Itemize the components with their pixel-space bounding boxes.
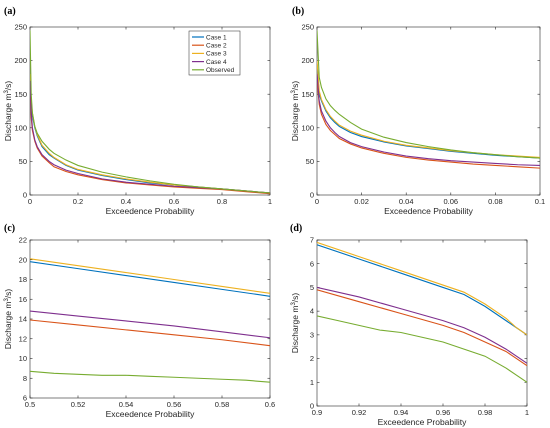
series-line-observed xyxy=(30,30,270,194)
x-axis-label: Exceedence Probability xyxy=(106,409,196,419)
chart-panel-2: (b) 0 0.02 0.04 0.06 0.08 0.1 0 50 100 150 200 250 Ex… xyxy=(290,6,545,216)
x-tick-label: 0.9 xyxy=(312,408,322,417)
x-tick-label: 0.58 xyxy=(215,400,230,409)
y-tick-label: 8 xyxy=(23,374,27,383)
x-tick-label: 0 xyxy=(28,197,32,206)
y-tick-label: 14 xyxy=(19,315,27,324)
series-line-case-4 xyxy=(317,286,527,364)
y-tick-label: 100 xyxy=(14,123,27,132)
y-tick-label: 50 xyxy=(306,157,314,166)
y-tick-label: 10 xyxy=(19,354,27,363)
y-tick-label: 150 xyxy=(301,90,314,99)
legend-item: Observed xyxy=(206,67,235,74)
plot-frame xyxy=(316,26,541,196)
y-tick-label: 200 xyxy=(301,56,314,65)
legend-item: Case 1 xyxy=(206,34,227,41)
plot-frame xyxy=(316,239,528,407)
chart-panel-4: (d) 0.9 0.92 0.94 0.96 0.98 1 0 1 2 3 4 5 6 7 Exceedenc… xyxy=(290,223,529,427)
x-tick-label: 0.04 xyxy=(399,197,414,206)
x-tick-label: 0.06 xyxy=(443,197,458,206)
y-tick-label: 100 xyxy=(301,123,314,132)
chart-panel-1: (a) 0 0.2 0.4 0.6 0.8 1 0 50 100 150 200 250 Exceeden… xyxy=(3,6,272,216)
y-tick-label: 3 xyxy=(310,330,314,339)
series-line-case-4 xyxy=(317,73,540,166)
legend-item: Case 2 xyxy=(206,43,227,50)
x-tick-label: 0.54 xyxy=(119,400,134,409)
y-tick-label: 50 xyxy=(19,157,27,166)
y-tick-label: 0 xyxy=(310,191,314,200)
y-tick-label: 4 xyxy=(310,307,314,316)
x-tick-label: 1 xyxy=(268,197,272,206)
panel-label: (a) xyxy=(4,6,16,17)
series-line-case-2 xyxy=(30,84,270,195)
series-line-case-1 xyxy=(30,77,270,194)
y-tick-label: 250 xyxy=(14,23,27,32)
series-line-case-2 xyxy=(30,319,270,347)
series-line-case-1 xyxy=(30,261,270,297)
series-line-case-3 xyxy=(30,258,270,294)
y-tick-label: 0 xyxy=(310,402,314,411)
series-line-case-3 xyxy=(30,74,270,194)
y-tick-label: 7 xyxy=(310,236,314,245)
panel-label: (b) xyxy=(292,6,304,17)
y-tick-label: 0 xyxy=(23,191,27,200)
x-tick-label: 0.6 xyxy=(265,400,275,409)
y-tick-label: 1 xyxy=(310,378,314,387)
y-tick-label: 18 xyxy=(19,275,27,284)
y-tick-label: 6 xyxy=(23,394,27,403)
y-tick-label: 20 xyxy=(19,255,27,264)
x-tick-label: 1 xyxy=(525,408,529,417)
series-line-observed xyxy=(317,315,527,383)
x-tick-label: 0.52 xyxy=(71,400,86,409)
series-line-observed xyxy=(30,370,270,383)
x-tick-label: 0.02 xyxy=(354,197,369,206)
x-tick-label: 0.94 xyxy=(394,408,409,417)
panel-label: (d) xyxy=(290,223,302,234)
x-tick-label: 0.4 xyxy=(121,197,131,206)
y-tick-label: 6 xyxy=(310,259,314,268)
x-tick-label: 0.2 xyxy=(73,197,83,206)
x-tick-label: 0.08 xyxy=(488,197,503,206)
panel-label: (c) xyxy=(4,223,15,234)
y-axis-label: Discharge m3/s) xyxy=(3,81,13,142)
x-tick-label: 0.5 xyxy=(25,400,35,409)
x-axis-label: Exceedence Probability xyxy=(384,206,474,216)
x-tick-label: 0.6 xyxy=(169,197,179,206)
series-line-case-3 xyxy=(317,241,527,336)
y-tick-label: 150 xyxy=(14,90,27,99)
x-tick-label: 0.92 xyxy=(352,408,367,417)
x-tick-label: 0.56 xyxy=(167,400,182,409)
y-tick-label: 2 xyxy=(310,354,314,363)
x-axis-label: Exceedence Probability xyxy=(378,417,468,427)
y-axis-label: Discharge m3/s) xyxy=(290,293,300,354)
series-line-case-4 xyxy=(30,310,270,339)
y-tick-label: 250 xyxy=(301,23,314,32)
legend-item: Case 4 xyxy=(206,59,227,66)
plot-frame xyxy=(29,26,271,196)
y-axis-label: Discharge m3/s) xyxy=(290,81,300,142)
y-tick-label: 22 xyxy=(19,236,27,245)
series-line-case-2 xyxy=(317,289,527,367)
x-tick-label: 0 xyxy=(315,197,319,206)
x-tick-label: 0.96 xyxy=(436,408,451,417)
y-tick-label: 5 xyxy=(310,283,314,292)
chart-panel-3: (c) 0.5 0.52 0.54 0.56 0.58 0.6 6 8 10 12 14 16 18 20 2… xyxy=(3,223,275,419)
legend-item: Case 3 xyxy=(206,51,227,58)
series-line-case-2 xyxy=(317,80,540,169)
x-tick-label: 0.98 xyxy=(478,408,493,417)
x-tick-label: 0.8 xyxy=(217,197,227,206)
series-line-case-4 xyxy=(30,80,270,194)
y-tick-label: 16 xyxy=(19,295,27,304)
series-line-observed xyxy=(317,30,540,159)
y-tick-label: 200 xyxy=(14,56,27,65)
y-tick-label: 12 xyxy=(19,334,27,343)
y-axis-label: Discharge m3/s) xyxy=(3,289,13,350)
x-axis-label: Exceedence Probability xyxy=(106,206,196,216)
x-tick-label: 0.1 xyxy=(535,197,545,206)
series-line-case-1 xyxy=(317,244,527,336)
